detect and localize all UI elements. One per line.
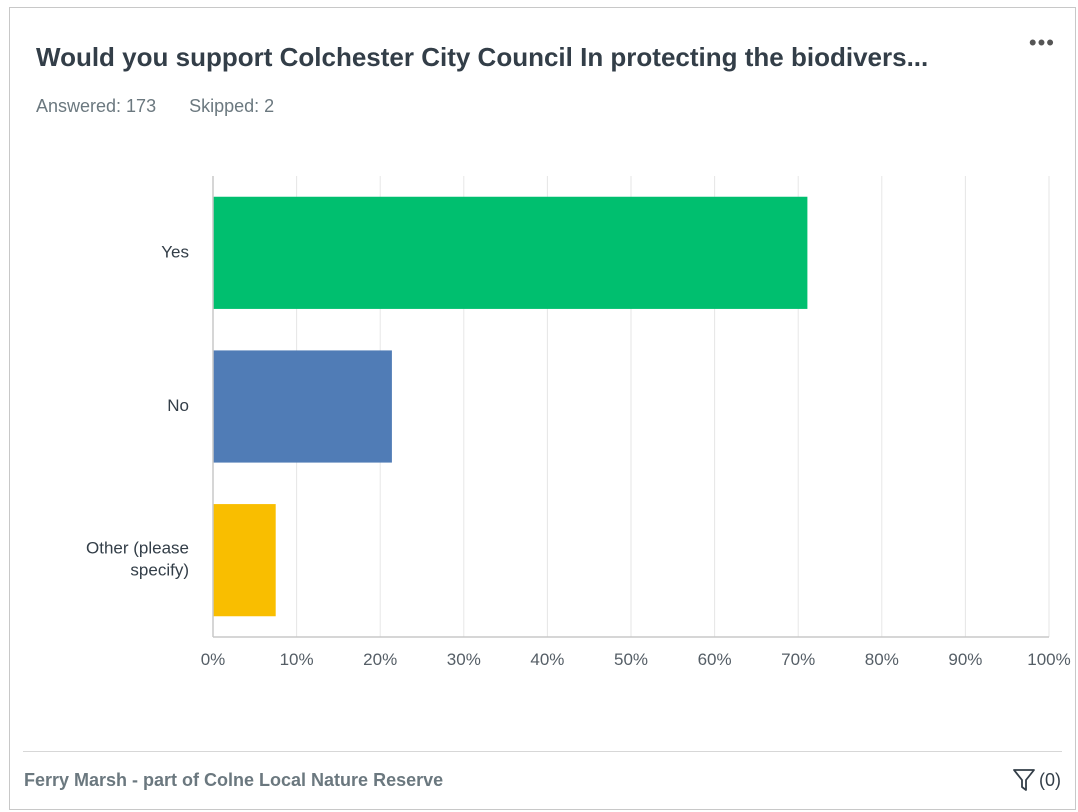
x-tick-label: 90% xyxy=(948,650,982,669)
footer-divider xyxy=(23,751,1062,752)
filter-button[interactable]: (0) xyxy=(1013,768,1061,792)
x-tick-label: 100% xyxy=(1027,650,1070,669)
bar-0 xyxy=(213,196,808,309)
category-label: Yes xyxy=(161,242,189,261)
bar-chart: Yes No Other (please specify) 0% 10% 20% 30% 40%… xyxy=(86,176,1071,669)
skipped-count: Skipped: 2 xyxy=(189,96,275,116)
x-tick-label: 70% xyxy=(781,650,815,669)
x-tick-label: 10% xyxy=(280,650,314,669)
bar-2 xyxy=(213,504,276,617)
question-title: Would you support Colchester City Counci… xyxy=(36,42,929,72)
category-label: specify) xyxy=(130,561,189,580)
more-options-icon[interactable]: ••• xyxy=(1028,30,1055,55)
x-tick-label: 80% xyxy=(865,650,899,669)
filter-funnel-icon xyxy=(1013,769,1035,791)
response-stats: Answered: 173 Skipped: 2 xyxy=(36,96,274,117)
bar-1 xyxy=(213,350,392,463)
category-label: No xyxy=(167,396,189,415)
x-tick-label: 40% xyxy=(530,650,564,669)
x-tick-label: 60% xyxy=(698,650,732,669)
footer-label: Ferry Marsh - part of Colne Local Nature… xyxy=(24,770,444,790)
category-label: Other (please xyxy=(86,539,189,558)
answered-count: Answered: 173 xyxy=(36,96,157,116)
x-tick-label: 50% xyxy=(614,650,648,669)
x-tick-label: 20% xyxy=(363,650,397,669)
question-card: Would you support Colchester City Counci… xyxy=(9,7,1076,810)
filter-count: (0) xyxy=(1039,769,1061,790)
x-tick-label: 0% xyxy=(201,650,226,669)
x-tick-label: 30% xyxy=(447,650,481,669)
